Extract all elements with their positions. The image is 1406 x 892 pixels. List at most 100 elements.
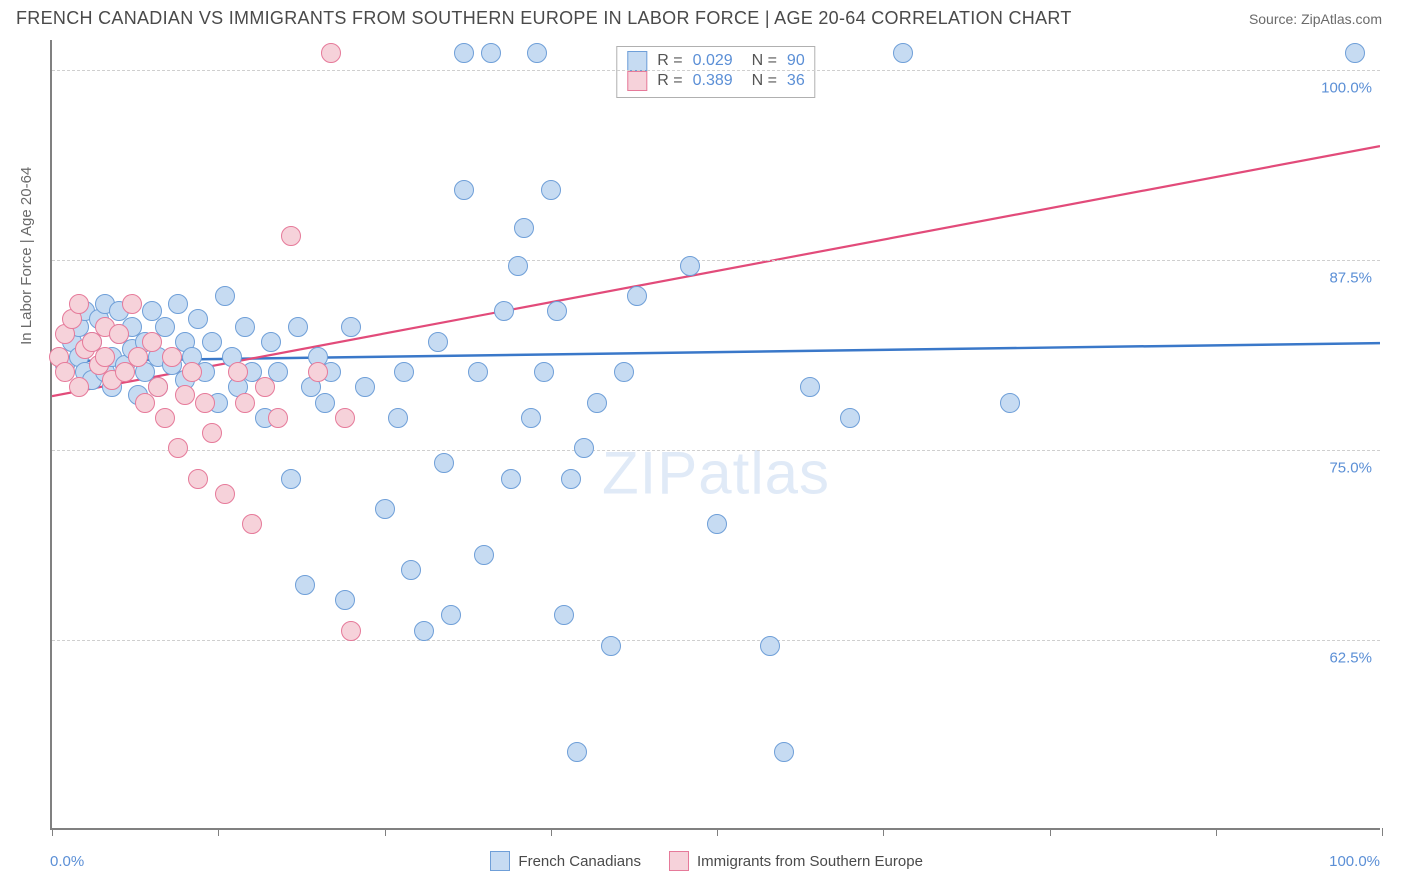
- y-tick-label: 87.5%: [1329, 270, 1372, 287]
- legend-n-value: 36: [787, 72, 805, 90]
- data-point: [481, 43, 501, 63]
- data-point: [468, 362, 488, 382]
- data-point: [281, 226, 301, 246]
- data-point: [341, 317, 361, 337]
- data-point: [554, 605, 574, 625]
- gridline: [52, 260, 1380, 261]
- data-point: [614, 362, 634, 382]
- data-point: [547, 301, 567, 321]
- data-point: [308, 362, 328, 382]
- x-tick: [883, 828, 884, 836]
- data-point: [601, 636, 621, 656]
- data-point: [288, 317, 308, 337]
- chart-title: FRENCH CANADIAN VS IMMIGRANTS FROM SOUTH…: [16, 8, 1072, 29]
- x-tick: [1050, 828, 1051, 836]
- data-point: [494, 301, 514, 321]
- data-point: [394, 362, 414, 382]
- legend-r-label: R =: [657, 72, 682, 90]
- data-point: [255, 377, 275, 397]
- data-point: [228, 362, 248, 382]
- data-point: [69, 294, 89, 314]
- data-point: [561, 469, 581, 489]
- legend-row: R = 0.389 N = 36: [627, 71, 804, 91]
- data-point: [321, 43, 341, 63]
- data-point: [840, 408, 860, 428]
- data-point: [1000, 393, 1020, 413]
- legend-label: French Canadians: [518, 853, 641, 870]
- data-point: [541, 180, 561, 200]
- data-point: [774, 742, 794, 762]
- data-point: [315, 393, 335, 413]
- series-legend: French Canadians Immigrants from Southern…: [490, 851, 923, 871]
- correlation-legend: R = 0.029 N = 90R = 0.389 N = 36: [616, 46, 815, 98]
- data-point: [707, 514, 727, 534]
- data-point: [195, 393, 215, 413]
- legend-r-label: R =: [657, 52, 682, 70]
- x-tick: [1382, 828, 1383, 836]
- trendlines-svg: [52, 40, 1380, 828]
- data-point: [1345, 43, 1365, 63]
- x-tick: [52, 828, 53, 836]
- trendline: [52, 343, 1380, 361]
- legend-item: French Canadians: [490, 851, 641, 871]
- data-point: [441, 605, 461, 625]
- data-point: [341, 621, 361, 641]
- data-point: [109, 324, 129, 344]
- data-point: [175, 385, 195, 405]
- data-point: [527, 43, 547, 63]
- data-point: [168, 438, 188, 458]
- data-point: [261, 332, 281, 352]
- data-point: [587, 393, 607, 413]
- y-tick-label: 75.0%: [1329, 460, 1372, 477]
- x-tick: [385, 828, 386, 836]
- data-point: [95, 347, 115, 367]
- y-axis-title: In Labor Force | Age 20-64: [18, 167, 35, 345]
- legend-swatch: [627, 71, 647, 91]
- legend-swatch: [627, 51, 647, 71]
- data-point: [281, 469, 301, 489]
- data-point: [401, 560, 421, 580]
- legend-swatch: [669, 851, 689, 871]
- y-tick-label: 62.5%: [1329, 650, 1372, 667]
- legend-swatch: [490, 851, 510, 871]
- data-point: [474, 545, 494, 565]
- data-point: [574, 438, 594, 458]
- data-point: [235, 317, 255, 337]
- data-point: [202, 332, 222, 352]
- data-point: [800, 377, 820, 397]
- x-tick: [551, 828, 552, 836]
- data-point: [148, 377, 168, 397]
- data-point: [414, 621, 434, 641]
- data-point: [375, 499, 395, 519]
- data-point: [893, 43, 913, 63]
- data-point: [215, 484, 235, 504]
- data-point: [182, 362, 202, 382]
- legend-label: Immigrants from Southern Europe: [697, 853, 923, 870]
- source-label: Source: ZipAtlas.com: [1249, 11, 1382, 27]
- data-point: [521, 408, 541, 428]
- x-axis-max-label: 100.0%: [1329, 853, 1380, 870]
- legend-row: R = 0.029 N = 90: [627, 51, 804, 71]
- data-point: [242, 514, 262, 534]
- gridline: [52, 70, 1380, 71]
- gridline: [52, 450, 1380, 451]
- data-point: [155, 408, 175, 428]
- data-point: [428, 332, 448, 352]
- data-point: [335, 408, 355, 428]
- data-point: [168, 294, 188, 314]
- trendline: [52, 146, 1380, 396]
- data-point: [501, 469, 521, 489]
- legend-item: Immigrants from Southern Europe: [669, 851, 923, 871]
- data-point: [627, 286, 647, 306]
- data-point: [760, 636, 780, 656]
- data-point: [235, 393, 255, 413]
- chart-frame: ZIPatlas R = 0.029 N = 90R = 0.389 N = 3…: [50, 40, 1380, 830]
- data-point: [388, 408, 408, 428]
- bottom-bar: 0.0% French CanadiansImmigrants from Sou…: [50, 838, 1380, 884]
- data-point: [122, 294, 142, 314]
- gridline: [52, 640, 1380, 641]
- data-point: [202, 423, 222, 443]
- data-point: [514, 218, 534, 238]
- data-point: [335, 590, 355, 610]
- data-point: [69, 377, 89, 397]
